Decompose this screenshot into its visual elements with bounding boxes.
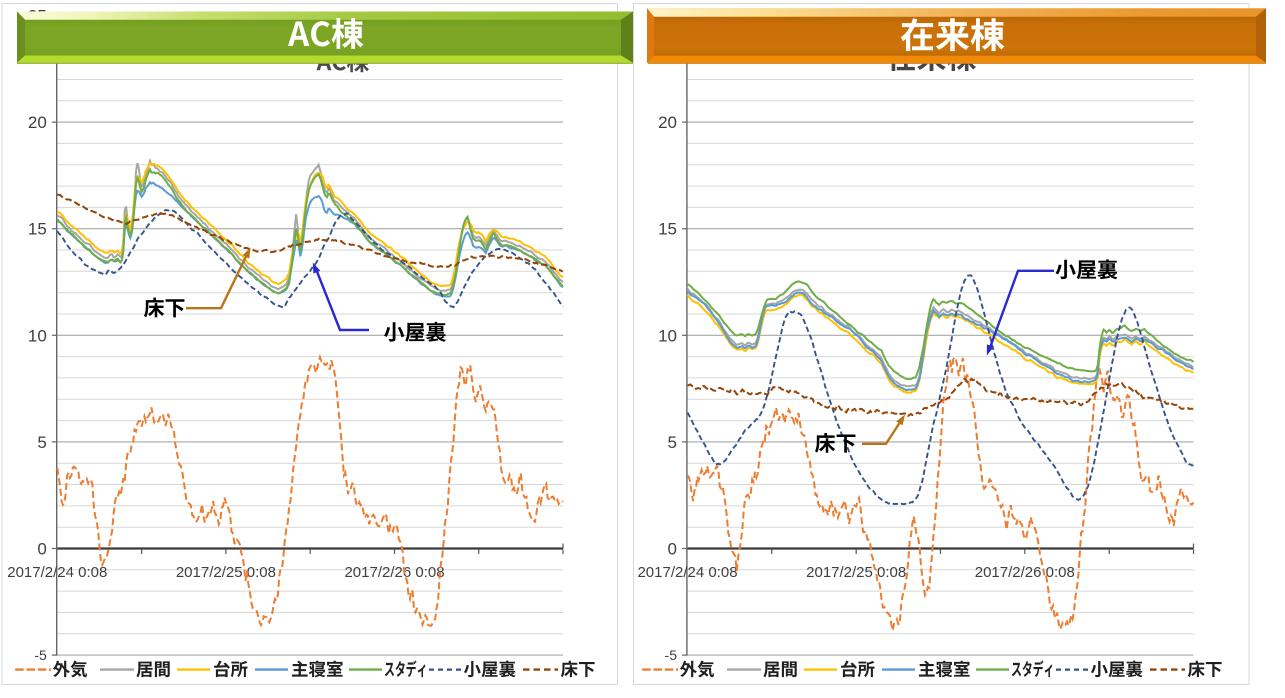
svg-text:20: 20 — [28, 113, 47, 132]
svg-text:2017/2/25 0:08: 2017/2/25 0:08 — [176, 564, 276, 581]
svg-text:2017/2/26 0:08: 2017/2/26 0:08 — [975, 564, 1075, 581]
svg-text:5: 5 — [37, 433, 46, 452]
svg-text:5: 5 — [668, 433, 677, 452]
svg-text:-5: -5 — [34, 647, 47, 663]
svg-text:15: 15 — [28, 220, 47, 239]
svg-text:10: 10 — [28, 326, 47, 345]
svg-text:2017/2/24 0:08: 2017/2/24 0:08 — [7, 564, 107, 581]
svg-text:0: 0 — [668, 540, 677, 559]
svg-text:2017/2/24 0:08: 2017/2/24 0:08 — [637, 564, 737, 581]
svg-text:15: 15 — [658, 220, 677, 239]
svg-text:10: 10 — [658, 326, 677, 345]
svg-text:2017/2/25 0:08: 2017/2/25 0:08 — [806, 564, 906, 581]
svg-text:-5: -5 — [665, 647, 678, 663]
svg-text:2017/2/26 0:08: 2017/2/26 0:08 — [344, 564, 444, 581]
svg-text:20: 20 — [658, 113, 677, 132]
svg-text:0: 0 — [37, 540, 46, 559]
